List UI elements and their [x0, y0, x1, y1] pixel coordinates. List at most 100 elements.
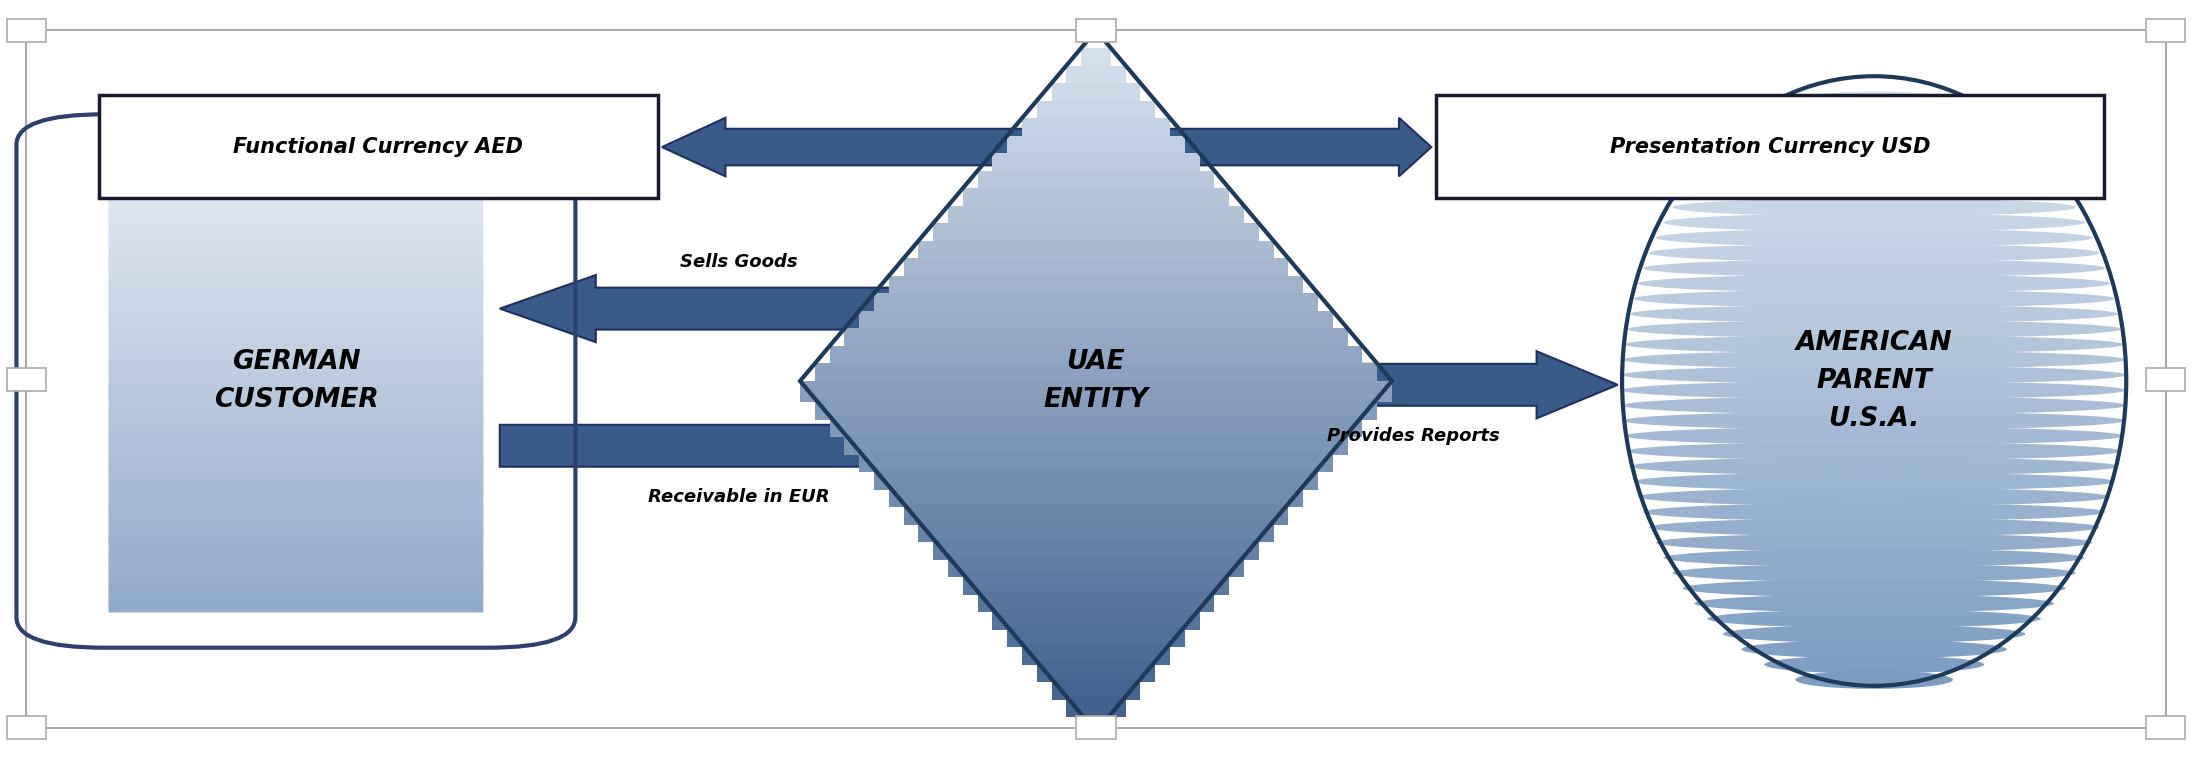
Polygon shape: [903, 258, 1289, 280]
FancyBboxPatch shape: [110, 386, 482, 400]
Ellipse shape: [1683, 183, 2065, 201]
FancyBboxPatch shape: [110, 303, 482, 317]
Polygon shape: [962, 188, 1230, 210]
Polygon shape: [500, 412, 980, 479]
FancyBboxPatch shape: [110, 398, 482, 411]
FancyBboxPatch shape: [110, 291, 482, 306]
Ellipse shape: [1637, 274, 2111, 293]
FancyBboxPatch shape: [110, 327, 482, 341]
FancyBboxPatch shape: [110, 244, 482, 258]
Polygon shape: [1052, 679, 1140, 700]
Ellipse shape: [1624, 335, 2124, 354]
Ellipse shape: [1644, 503, 2104, 521]
Ellipse shape: [1694, 594, 2054, 613]
Bar: [2146, 19, 2185, 42]
Ellipse shape: [1622, 396, 2126, 415]
Polygon shape: [918, 241, 1274, 262]
Ellipse shape: [1795, 91, 1953, 110]
Polygon shape: [662, 118, 1085, 176]
Polygon shape: [918, 521, 1274, 543]
Ellipse shape: [1708, 152, 2041, 171]
Ellipse shape: [1633, 290, 2115, 308]
Ellipse shape: [1648, 244, 2100, 262]
Polygon shape: [1008, 626, 1184, 648]
Bar: [1076, 19, 1116, 42]
FancyBboxPatch shape: [110, 149, 482, 164]
Text: UAE
ENTITY: UAE ENTITY: [1043, 349, 1149, 413]
FancyBboxPatch shape: [110, 162, 482, 175]
Polygon shape: [947, 206, 1245, 227]
FancyBboxPatch shape: [110, 504, 482, 518]
FancyBboxPatch shape: [110, 197, 482, 211]
Polygon shape: [947, 556, 1245, 578]
Ellipse shape: [1622, 366, 2126, 384]
Text: GERMAN
CUSTOMER: GERMAN CUSTOMER: [213, 349, 379, 413]
FancyBboxPatch shape: [110, 315, 482, 329]
Ellipse shape: [1626, 320, 2122, 338]
Polygon shape: [993, 609, 1199, 630]
Polygon shape: [875, 293, 1317, 315]
Bar: [1076, 716, 1116, 739]
Polygon shape: [875, 469, 1317, 490]
FancyBboxPatch shape: [110, 551, 482, 565]
Text: Sells Goods: Sells Goods: [680, 252, 798, 271]
Ellipse shape: [1723, 625, 2025, 643]
Polygon shape: [1008, 136, 1184, 157]
Text: Functional Currency AED: Functional Currency AED: [232, 136, 524, 157]
Polygon shape: [890, 276, 1302, 297]
Ellipse shape: [1740, 640, 2008, 658]
FancyBboxPatch shape: [110, 256, 482, 270]
Ellipse shape: [1655, 533, 2093, 552]
FancyBboxPatch shape: [110, 421, 482, 435]
FancyBboxPatch shape: [110, 138, 482, 152]
Ellipse shape: [1723, 137, 2025, 155]
Ellipse shape: [1672, 564, 2076, 582]
FancyBboxPatch shape: [110, 598, 482, 613]
Ellipse shape: [1631, 305, 2117, 323]
FancyBboxPatch shape: [110, 469, 482, 482]
Polygon shape: [978, 171, 1214, 192]
Polygon shape: [1212, 351, 1618, 418]
FancyBboxPatch shape: [110, 563, 482, 577]
FancyBboxPatch shape: [110, 185, 482, 199]
Polygon shape: [1037, 661, 1155, 683]
Polygon shape: [1021, 644, 1171, 665]
Bar: [7, 19, 46, 42]
FancyBboxPatch shape: [110, 480, 482, 495]
Ellipse shape: [1683, 579, 2065, 597]
FancyBboxPatch shape: [110, 409, 482, 424]
Ellipse shape: [1765, 107, 1984, 125]
FancyBboxPatch shape: [110, 338, 482, 353]
Ellipse shape: [1708, 610, 2041, 628]
FancyBboxPatch shape: [110, 527, 482, 542]
FancyBboxPatch shape: [110, 587, 482, 600]
Ellipse shape: [1624, 411, 2124, 430]
Polygon shape: [993, 153, 1199, 174]
Bar: [7, 716, 46, 739]
Polygon shape: [844, 328, 1348, 350]
FancyBboxPatch shape: [110, 492, 482, 506]
Polygon shape: [1107, 118, 1431, 176]
FancyBboxPatch shape: [110, 267, 482, 282]
Ellipse shape: [1624, 427, 2124, 445]
Ellipse shape: [1644, 259, 2104, 277]
Text: AMERICAN
PARENT
U.S.A.: AMERICAN PARENT U.S.A.: [1795, 330, 1953, 432]
Polygon shape: [1037, 101, 1155, 122]
FancyBboxPatch shape: [110, 220, 482, 235]
Bar: [2146, 716, 2185, 739]
Polygon shape: [1065, 696, 1127, 718]
FancyBboxPatch shape: [110, 516, 482, 530]
FancyBboxPatch shape: [110, 433, 482, 447]
Polygon shape: [815, 363, 1377, 385]
Polygon shape: [859, 311, 1333, 332]
Polygon shape: [978, 591, 1214, 613]
FancyBboxPatch shape: [1436, 95, 2104, 198]
Ellipse shape: [1648, 518, 2100, 536]
Polygon shape: [962, 574, 1230, 595]
Ellipse shape: [1765, 655, 1984, 674]
Ellipse shape: [1633, 472, 2115, 491]
Polygon shape: [934, 539, 1258, 560]
Polygon shape: [829, 416, 1361, 437]
Polygon shape: [500, 275, 980, 342]
Polygon shape: [1052, 83, 1140, 104]
